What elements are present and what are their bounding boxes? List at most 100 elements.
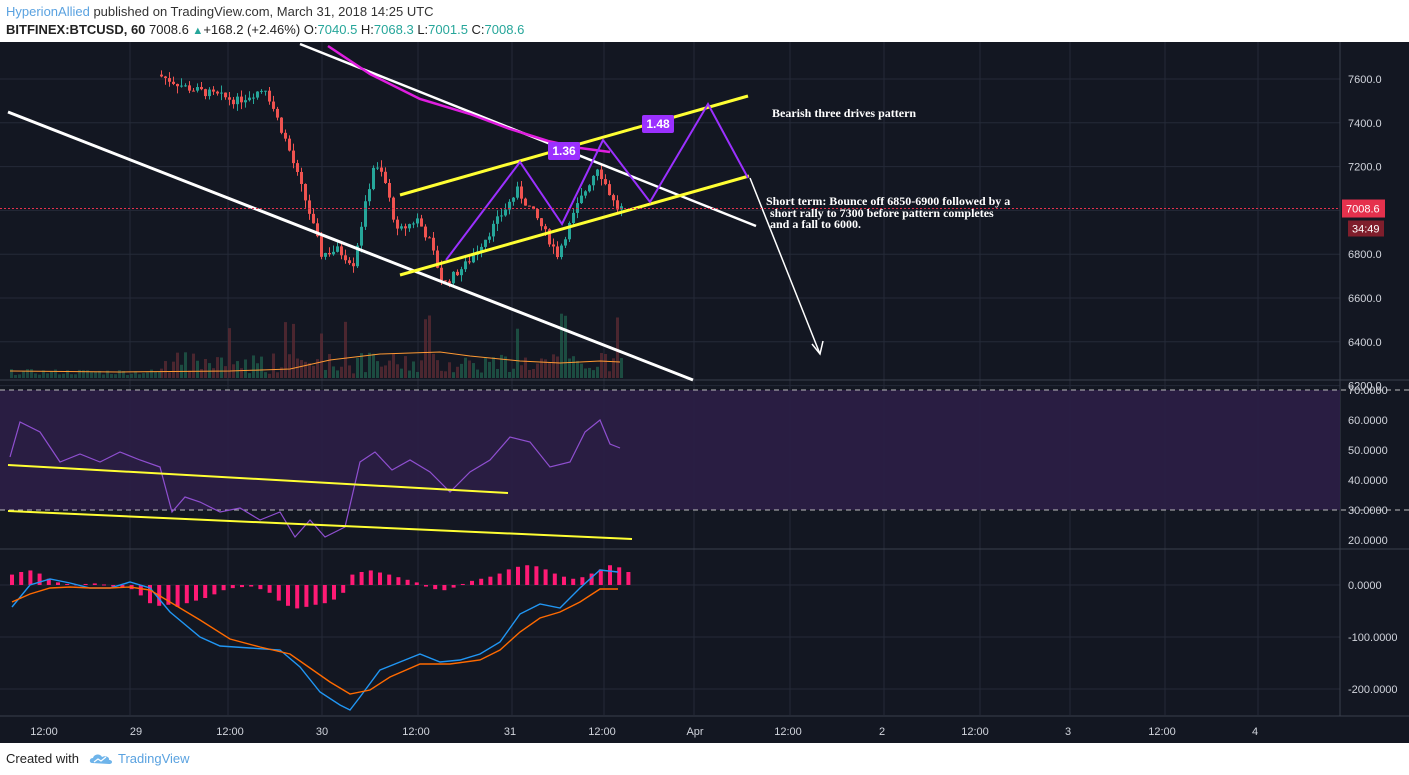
volume-bar: [396, 364, 399, 378]
volume-bar: [98, 370, 101, 378]
macd-histogram-bar: [451, 585, 456, 588]
candle-down: [200, 87, 203, 90]
candle-down: [340, 246, 343, 256]
candle-down: [224, 92, 227, 98]
volume-bar: [568, 358, 571, 378]
volume-bar: [488, 361, 491, 378]
candle-down: [612, 195, 615, 201]
macd-histogram-bar: [56, 582, 60, 585]
macd-histogram-bar: [148, 585, 152, 604]
macd-histogram-bar: [240, 585, 244, 588]
volume-bar: [440, 370, 443, 378]
macd-histogram-bar: [543, 569, 548, 585]
candle-down: [348, 260, 351, 264]
signal-line: [11, 586, 618, 695]
candle-down: [276, 108, 279, 118]
chart-area[interactable]: 1.361.48 7600.07400.07200.07000.06800.06…: [0, 42, 1409, 743]
rsi-tick-label: 20.0000: [1348, 535, 1388, 547]
candle-up: [568, 223, 571, 240]
macd-histogram-bar: [65, 583, 70, 585]
volume-bar: [376, 361, 379, 378]
candle-down: [424, 226, 427, 238]
chart-canvas[interactable]: 1.361.48 7600.07400.07200.07000.06800.06…: [0, 42, 1409, 743]
candle-down: [192, 90, 195, 92]
macd-histogram-bar: [387, 574, 392, 585]
macd-histogram-bar: [120, 585, 125, 588]
volume-bar: [138, 374, 141, 378]
volume-bar: [388, 360, 391, 378]
macd-histogram-bar: [368, 570, 373, 585]
price-tick-label: 6200.0: [1348, 381, 1382, 393]
drawings: 1.36 1.48: [0, 42, 1340, 382]
volume-bar: [432, 353, 435, 378]
time-tick-label: 31: [504, 726, 516, 738]
candle-down: [396, 219, 399, 229]
symbol[interactable]: BITFINEX:BTCUSD, 60: [6, 22, 146, 37]
macd-histogram-bar: [442, 585, 447, 591]
candle-up: [504, 209, 507, 216]
candle-down: [404, 226, 407, 229]
candle-down: [436, 250, 439, 268]
grid-lines: [0, 42, 1340, 715]
macd-histogram-bar: [249, 585, 254, 587]
macd-histogram-bar: [322, 585, 327, 604]
volume-bar: [176, 352, 179, 378]
macd-histogram-bar: [212, 585, 217, 595]
author-link[interactable]: HyperionAllied: [6, 4, 90, 19]
candle-up: [460, 269, 463, 276]
candle-down: [296, 163, 299, 172]
candle-down: [532, 206, 535, 210]
candle-up: [368, 189, 371, 202]
volume-bar: [600, 353, 603, 378]
volume-bar: [154, 371, 157, 378]
change-up-icon: ▲: [192, 25, 204, 37]
volume-bar: [420, 360, 423, 378]
volume-bar: [134, 371, 137, 378]
volume-bar: [172, 361, 175, 378]
candles: [160, 70, 623, 288]
candle-up: [580, 195, 583, 204]
volume-bar: [240, 368, 243, 378]
volume-bar: [236, 361, 239, 378]
candle-up: [400, 226, 403, 229]
volume-bar: [408, 370, 411, 378]
volume-bar: [192, 353, 195, 378]
volume-bar: [608, 371, 611, 378]
macd-histogram-bar: [580, 577, 585, 585]
volume-ma-line: [9, 351, 621, 373]
tradingview-logo-icon[interactable]: [88, 752, 114, 766]
candle-up: [596, 169, 599, 176]
macd-histogram-bar: [506, 569, 511, 585]
macd-histogram-bar: [414, 582, 419, 585]
ratio-label-2: 1.48: [646, 117, 670, 131]
candle-up: [264, 90, 267, 92]
macd-histogram-bar: [102, 584, 106, 586]
macd-histogram-bar: [460, 583, 465, 585]
ratio-badge-2: [642, 115, 674, 133]
volume-bar: [348, 365, 351, 378]
tradingview-link[interactable]: TradingView: [118, 751, 190, 766]
volume-bar: [130, 373, 133, 378]
candle-down: [300, 171, 303, 184]
candle-up: [620, 206, 623, 210]
macd-tick-label: -200.0000: [1348, 684, 1398, 696]
macd-histogram-bar: [230, 585, 235, 589]
candle-down: [188, 85, 191, 91]
rsi-line: [9, 419, 621, 539]
volume-bar: [364, 372, 367, 378]
wedge-lower-line: [399, 174, 750, 277]
panels: [0, 42, 1409, 717]
candle-up: [364, 201, 367, 227]
price-tick-label: 6400.0: [1348, 337, 1382, 349]
candle-up: [244, 100, 247, 103]
macd-histogram-bar: [433, 585, 438, 590]
volume-bar: [504, 356, 507, 378]
macd-histogram-bar: [626, 572, 631, 585]
volume-bar: [184, 352, 187, 378]
candle-down: [216, 91, 219, 94]
volume-bar: [66, 370, 69, 378]
macd-histogram-bar: [608, 565, 612, 585]
price-axis: 7600.07400.07200.07000.06800.06600.06400…: [30, 74, 1397, 738]
volume-bar: [500, 354, 503, 378]
chart-labels: Bearish three drives pattern Short term:…: [766, 106, 1010, 231]
